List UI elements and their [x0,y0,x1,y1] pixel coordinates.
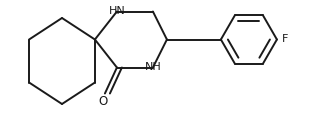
Text: O: O [98,95,108,108]
Text: HN: HN [109,6,125,16]
Text: F: F [282,35,288,45]
Text: NH: NH [144,62,161,72]
